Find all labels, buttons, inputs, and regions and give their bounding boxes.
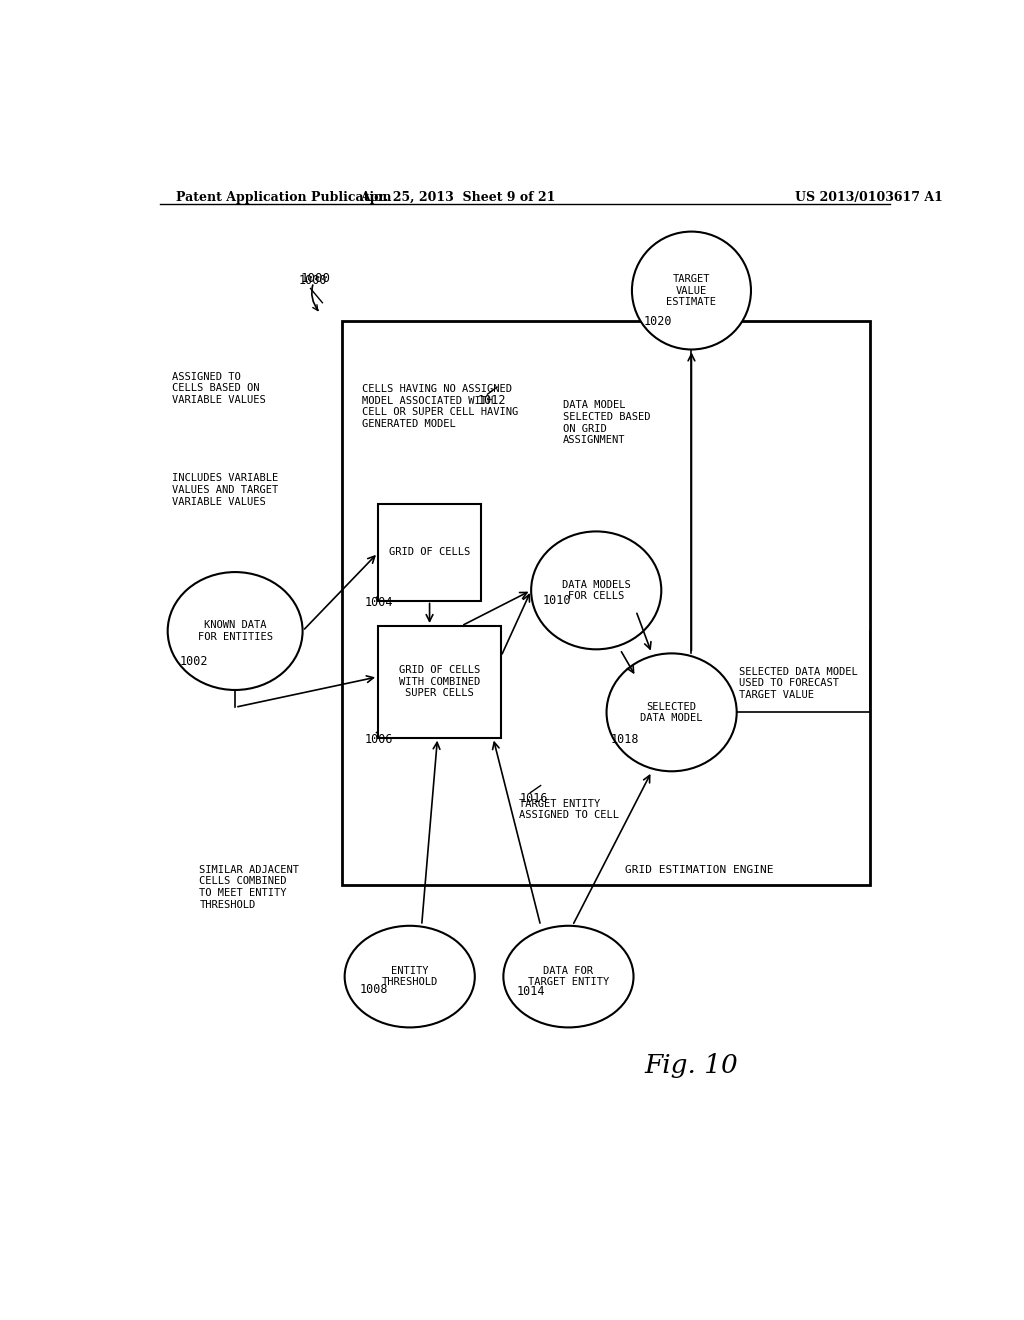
Text: GRID OF CELLS
WITH COMBINED
SUPER CELLS: GRID OF CELLS WITH COMBINED SUPER CELLS (399, 665, 480, 698)
Text: 1014: 1014 (517, 985, 546, 998)
Text: 1012: 1012 (477, 393, 506, 407)
Text: Fig. 10: Fig. 10 (644, 1052, 738, 1077)
Text: ASSIGNED TO
CELLS BASED ON
VARIABLE VALUES: ASSIGNED TO CELLS BASED ON VARIABLE VALU… (172, 372, 265, 405)
Bar (378, 504, 481, 601)
Ellipse shape (504, 925, 634, 1027)
Text: US 2013/0103617 A1: US 2013/0103617 A1 (795, 191, 942, 203)
Bar (378, 626, 501, 738)
Ellipse shape (606, 653, 736, 771)
Text: TARGET
VALUE
ESTIMATE: TARGET VALUE ESTIMATE (667, 275, 717, 308)
Text: CELLS HAVING NO ASSIGNED
MODEL ASSOCIATED WITH
CELL OR SUPER CELL HAVING
GENERAT: CELLS HAVING NO ASSIGNED MODEL ASSOCIATE… (362, 384, 518, 429)
Text: 1010: 1010 (543, 594, 570, 607)
Bar (342, 321, 870, 886)
Ellipse shape (345, 925, 475, 1027)
Text: 1000: 1000 (299, 273, 327, 286)
Text: TARGET ENTITY
ASSIGNED TO CELL: TARGET ENTITY ASSIGNED TO CELL (519, 799, 620, 820)
Ellipse shape (168, 572, 303, 690)
Ellipse shape (531, 532, 662, 649)
Text: 1018: 1018 (610, 734, 639, 746)
Text: DATA MODELS
FOR CELLS: DATA MODELS FOR CELLS (562, 579, 631, 601)
Text: SELECTED DATA MODEL
USED TO FORECAST
TARGET VALUE: SELECTED DATA MODEL USED TO FORECAST TAR… (739, 667, 858, 700)
Text: GRID OF CELLS: GRID OF CELLS (389, 548, 470, 557)
Text: 1020: 1020 (644, 314, 673, 327)
Text: ENTITY
THRESHOLD: ENTITY THRESHOLD (382, 966, 438, 987)
Text: 1006: 1006 (365, 734, 393, 746)
Text: 1016: 1016 (519, 792, 548, 805)
Text: Patent Application Publication: Patent Application Publication (176, 191, 391, 203)
Ellipse shape (632, 231, 751, 350)
Text: GRID ESTIMATION ENGINE: GRID ESTIMATION ENGINE (625, 865, 774, 875)
Text: DATA FOR
TARGET ENTITY: DATA FOR TARGET ENTITY (527, 966, 609, 987)
Text: SELECTED
DATA MODEL: SELECTED DATA MODEL (640, 701, 702, 723)
Text: 1002: 1002 (179, 655, 208, 668)
Text: SIMILAR ADJACENT
CELLS COMBINED
TO MEET ENTITY
THRESHOLD: SIMILAR ADJACENT CELLS COMBINED TO MEET … (200, 865, 299, 909)
Text: KNOWN DATA
FOR ENTITIES: KNOWN DATA FOR ENTITIES (198, 620, 272, 642)
Text: DATA MODEL
SELECTED BASED
ON GRID
ASSIGNMENT: DATA MODEL SELECTED BASED ON GRID ASSIGN… (563, 400, 650, 445)
Text: 1008: 1008 (359, 983, 388, 997)
Text: 1004: 1004 (365, 597, 393, 609)
Text: INCLUDES VARIABLE
VALUES AND TARGET
VARIABLE VALUES: INCLUDES VARIABLE VALUES AND TARGET VARI… (172, 474, 278, 507)
Text: Apr. 25, 2013  Sheet 9 of 21: Apr. 25, 2013 Sheet 9 of 21 (359, 191, 555, 203)
Text: 1000: 1000 (301, 272, 331, 285)
